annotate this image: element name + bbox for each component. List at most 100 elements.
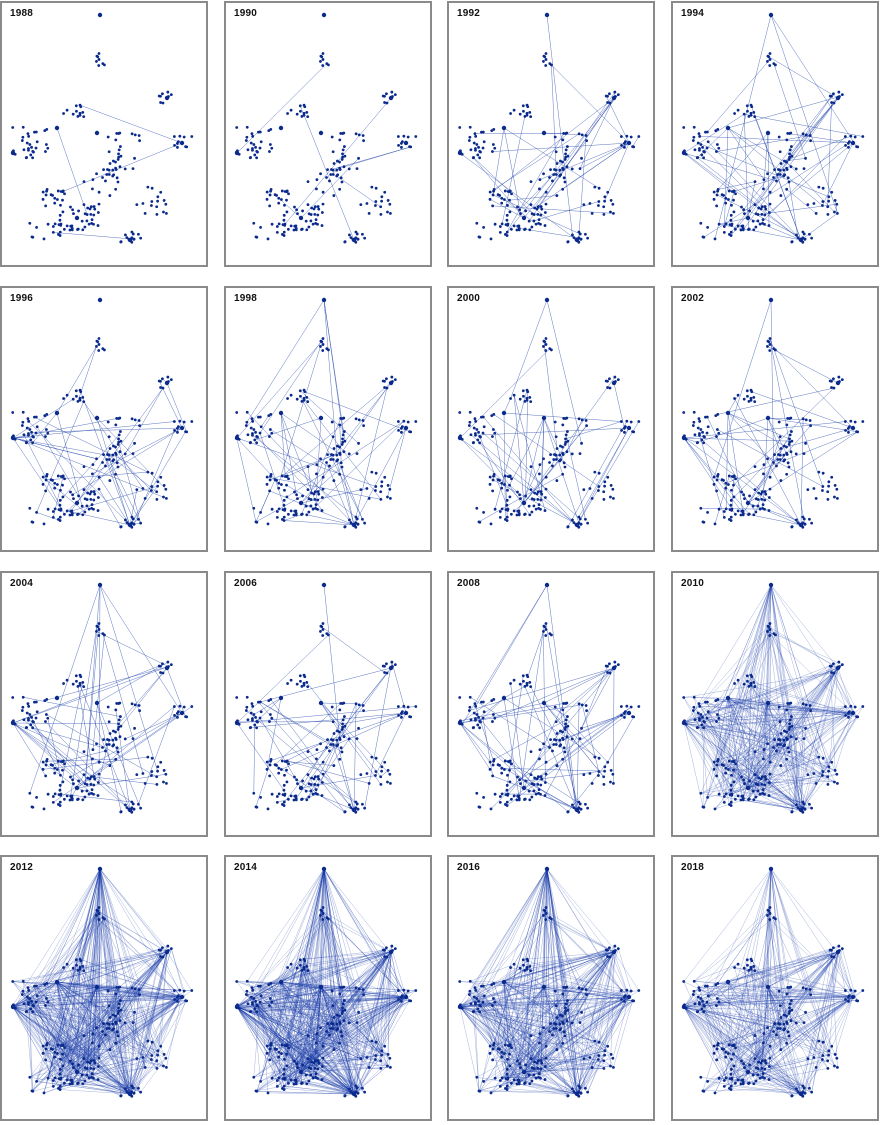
node xyxy=(96,1078,100,1081)
node xyxy=(305,680,309,684)
node xyxy=(767,224,771,227)
node xyxy=(57,1087,60,1090)
node xyxy=(355,167,359,171)
node xyxy=(756,504,760,508)
node xyxy=(584,134,588,137)
node xyxy=(355,737,359,741)
node xyxy=(602,205,606,209)
node xyxy=(282,218,286,222)
node xyxy=(71,397,75,401)
node xyxy=(118,701,122,705)
node xyxy=(79,105,83,109)
node xyxy=(107,458,111,461)
node xyxy=(558,168,562,172)
node xyxy=(508,768,511,772)
edge xyxy=(827,102,832,207)
edge xyxy=(321,910,382,1056)
node xyxy=(123,167,127,171)
node xyxy=(72,1066,75,1070)
edge xyxy=(786,667,839,739)
node xyxy=(41,1044,45,1048)
node xyxy=(359,773,363,777)
node xyxy=(79,959,83,963)
node xyxy=(282,783,286,787)
node xyxy=(114,445,117,449)
edge xyxy=(129,431,186,526)
node xyxy=(565,701,569,705)
node xyxy=(44,435,47,438)
edge xyxy=(758,664,843,779)
edge xyxy=(45,986,98,1006)
node xyxy=(785,472,789,476)
edge xyxy=(56,346,97,414)
node xyxy=(623,140,627,143)
node xyxy=(747,399,751,403)
node xyxy=(132,1091,136,1095)
node xyxy=(310,206,314,210)
node xyxy=(543,781,547,784)
edge xyxy=(133,951,168,1094)
node xyxy=(473,417,477,420)
node xyxy=(468,135,472,139)
node xyxy=(536,205,540,209)
edge xyxy=(23,719,94,786)
node xyxy=(716,189,719,193)
node xyxy=(253,438,257,442)
edge xyxy=(312,421,405,510)
edge xyxy=(519,228,579,239)
node xyxy=(139,521,143,525)
node xyxy=(847,140,851,143)
node xyxy=(277,792,281,796)
node xyxy=(68,798,72,802)
node xyxy=(544,622,548,625)
node xyxy=(790,525,794,529)
node xyxy=(763,490,767,493)
node xyxy=(338,423,342,427)
node xyxy=(749,113,753,117)
edge xyxy=(470,697,550,748)
node xyxy=(478,726,482,730)
node xyxy=(579,807,583,811)
node xyxy=(400,715,403,719)
edge xyxy=(750,675,802,811)
node xyxy=(278,695,284,701)
node xyxy=(365,202,369,205)
node xyxy=(94,415,100,421)
node xyxy=(810,236,814,240)
node xyxy=(332,447,336,450)
node xyxy=(21,979,25,983)
node xyxy=(111,738,115,742)
node xyxy=(314,503,318,507)
node xyxy=(765,130,771,136)
node xyxy=(785,168,789,171)
edge xyxy=(247,868,325,982)
node xyxy=(544,772,548,776)
edge xyxy=(46,986,98,1046)
node xyxy=(717,716,721,720)
map-panel-2000: 2000 xyxy=(447,286,655,552)
node xyxy=(143,212,147,215)
node xyxy=(582,203,586,207)
node xyxy=(137,232,140,236)
node xyxy=(27,717,30,720)
node xyxy=(58,503,62,507)
node xyxy=(27,704,31,708)
node xyxy=(76,114,80,118)
edge xyxy=(725,412,729,509)
node xyxy=(97,772,101,776)
edge xyxy=(12,1004,29,1007)
node xyxy=(259,510,262,514)
node xyxy=(42,522,46,526)
node xyxy=(70,224,74,228)
edge xyxy=(510,683,525,789)
network-plot xyxy=(681,12,865,244)
node xyxy=(235,411,239,414)
node xyxy=(81,110,85,114)
node xyxy=(101,916,105,920)
node xyxy=(763,205,767,208)
node xyxy=(137,988,141,991)
node xyxy=(296,497,299,501)
node xyxy=(515,228,519,232)
node xyxy=(602,212,606,216)
node xyxy=(536,490,540,494)
